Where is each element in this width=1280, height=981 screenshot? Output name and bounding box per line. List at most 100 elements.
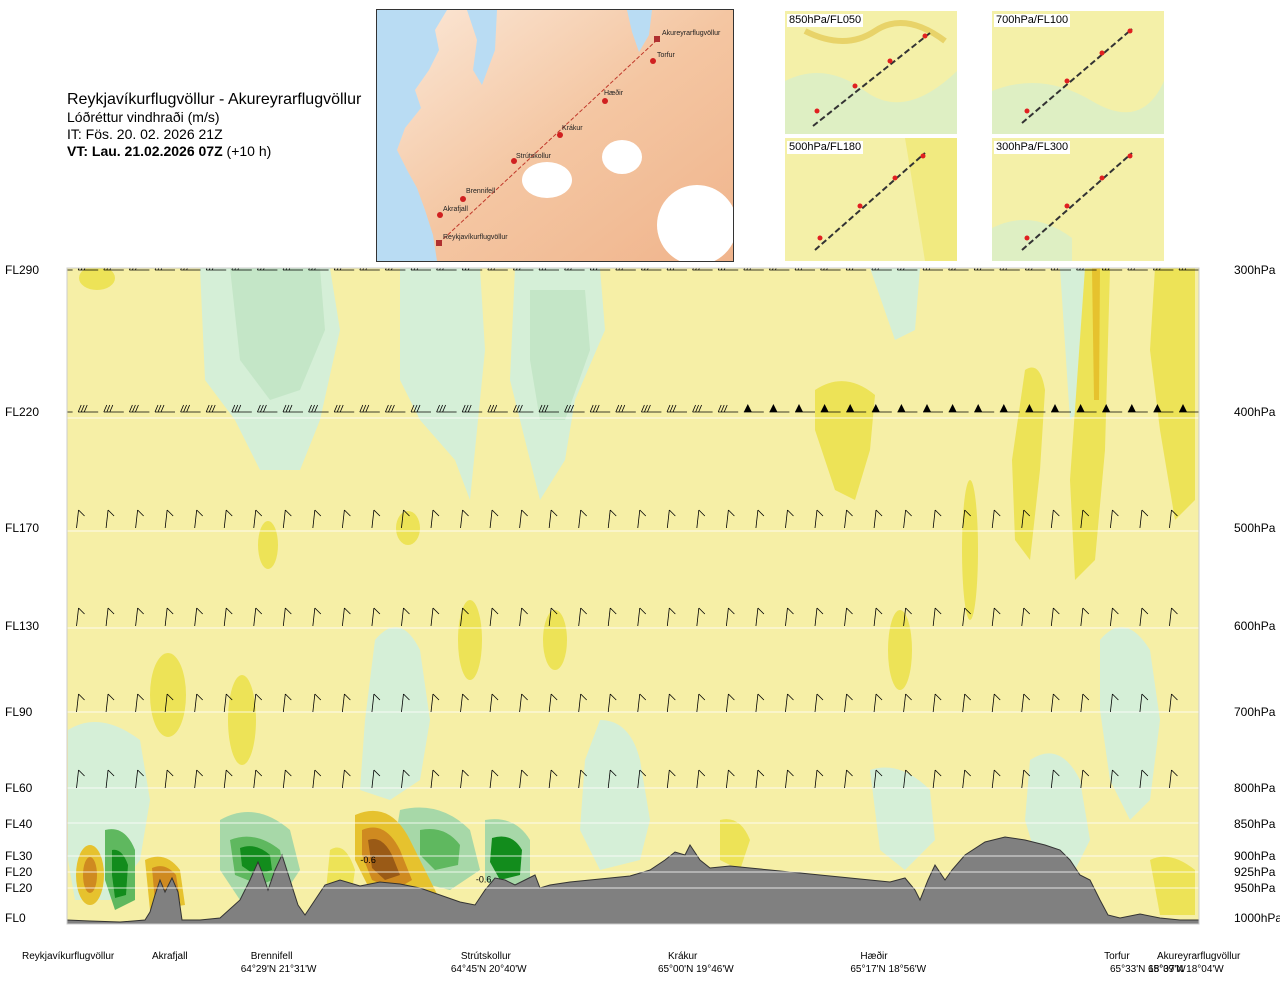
- wind-barb: [1139, 607, 1143, 627]
- wind-barb: [341, 693, 345, 713]
- wind-barb-feather: [647, 404, 651, 413]
- wind-barb-feather: [403, 693, 410, 701]
- wind-barb-feather: [77, 268, 80, 271]
- wind-barb: [873, 509, 877, 529]
- wind-barb: [903, 769, 907, 789]
- wind-barb-feather: [905, 693, 912, 701]
- wind-barb-feather: [695, 404, 699, 413]
- wind-barb-feather: [109, 268, 112, 271]
- wind-barb-feather: [333, 404, 338, 413]
- wind-barb-feather: [403, 607, 410, 615]
- wind-barb: [401, 769, 404, 789]
- x-location-coord: 65°39'N 18°04'W: [1148, 964, 1224, 975]
- wind-barb-feather: [1053, 509, 1060, 517]
- wind-barb-feather: [53, 263, 56, 270]
- wind-barb: [371, 607, 375, 627]
- y-right-tick-label: 1000hPa: [1234, 911, 1280, 925]
- wind-barb: [253, 693, 257, 713]
- y-left-tick-label: FL40: [5, 817, 33, 831]
- wind-barb: [991, 607, 995, 627]
- wind-barb-feather: [544, 268, 547, 271]
- wind-barb-feather: [615, 268, 618, 271]
- wind-barb-feather: [820, 268, 822, 271]
- wind-barb: [1021, 607, 1025, 627]
- wind-barb-feather: [1159, 268, 1161, 271]
- y-right-tick-label: 300hPa: [1234, 263, 1276, 277]
- wind-barb: [725, 607, 729, 627]
- wind-barb-feather: [757, 509, 765, 517]
- wind-barb: [666, 693, 670, 713]
- wind-barb-feather: [234, 268, 237, 271]
- wind-barb-feather: [107, 693, 115, 701]
- wind-barb-feather: [875, 509, 883, 517]
- wind-barb-feather: [567, 404, 571, 413]
- wind-barb-feather: [311, 268, 313, 271]
- wind-barb-feather: [698, 509, 706, 517]
- wind-barb-feather: [260, 268, 262, 271]
- wind-barb: [932, 693, 936, 713]
- y-right-tick-label: 900hPa: [1234, 849, 1276, 863]
- x-location-coord: 65°00'N 19°46'W: [658, 964, 734, 975]
- wind-barb-feather: [521, 769, 528, 777]
- wind-barb-flag: [1076, 404, 1085, 412]
- wind-barb-feather: [196, 607, 203, 615]
- wind-barb-feather: [49, 694, 55, 700]
- x-location-name: Krákur: [668, 951, 698, 962]
- wind-barb: [1109, 693, 1113, 713]
- wind-barb-feather: [934, 509, 942, 517]
- wind-barb-feather: [1112, 693, 1119, 701]
- wind-barb-feather: [285, 268, 288, 271]
- wind-barb: [785, 509, 788, 529]
- wind-barb: [105, 607, 109, 627]
- wind-barb-feather: [83, 404, 88, 413]
- wind-barb-feather: [816, 693, 824, 701]
- wind-barb: [341, 769, 345, 789]
- wind-barb-feather: [1104, 268, 1107, 271]
- wind-barb: [637, 509, 641, 529]
- mini-map-700-label: 700hPa/FL100: [994, 14, 1071, 27]
- wind-barb-feather: [339, 404, 344, 413]
- wind-barb-feather: [183, 268, 185, 271]
- wind-barb-feather: [519, 404, 523, 413]
- wind-barb-feather: [107, 509, 115, 517]
- wind-barb-feather: [1112, 509, 1119, 517]
- wind-barb-feather: [373, 509, 381, 517]
- wind-barb-feather: [993, 769, 1001, 777]
- wind-barb-feather: [846, 509, 853, 517]
- wind-barb-feather: [695, 268, 697, 271]
- wind-barb-feather: [669, 769, 676, 777]
- wind-barb: [578, 509, 582, 529]
- wind-barb-flag: [743, 404, 752, 412]
- wind-barb: [135, 509, 139, 529]
- wind-barb-feather: [135, 268, 137, 271]
- map-label-brennifell: Brennifell: [466, 188, 496, 195]
- wind-barb-feather: [905, 509, 912, 517]
- wind-barb: [903, 693, 907, 713]
- wind-barb-feather: [186, 268, 188, 271]
- y-right-tick-label: 925hPa: [1234, 865, 1276, 879]
- wind-barb-feather: [925, 268, 928, 271]
- wind-barb-feather: [410, 404, 415, 413]
- wind-barb: [844, 693, 847, 713]
- wind-barb: [666, 769, 670, 789]
- wind-barb-feather: [1082, 769, 1090, 777]
- x-location-coord: 65°17'N 18°56'W: [850, 964, 926, 975]
- wind-barb-feather: [538, 268, 541, 271]
- x-location-coord: 64°45'N 20°40'W: [451, 964, 527, 975]
- wind-barb-feather: [1101, 268, 1104, 271]
- wind-barb-feather: [359, 268, 362, 271]
- map-label-strutskollur: Strútskollur: [516, 153, 552, 160]
- wind-barb: [105, 693, 109, 713]
- wind-barb-feather: [336, 404, 341, 413]
- wind-barb: [312, 693, 316, 713]
- wind-barb-feather: [993, 509, 1001, 517]
- wind-barb-feather: [1076, 268, 1078, 271]
- wind-barb-feather: [282, 404, 287, 413]
- wind-barb: [371, 769, 375, 789]
- wind-barb-feather: [462, 693, 469, 701]
- wind-barb-feather: [77, 404, 82, 413]
- wind-barb: [47, 694, 49, 712]
- wind-barb-feather: [225, 693, 233, 701]
- mini-map-700: 700hPa/FL100: [992, 11, 1164, 134]
- wind-barb-feather: [641, 404, 645, 413]
